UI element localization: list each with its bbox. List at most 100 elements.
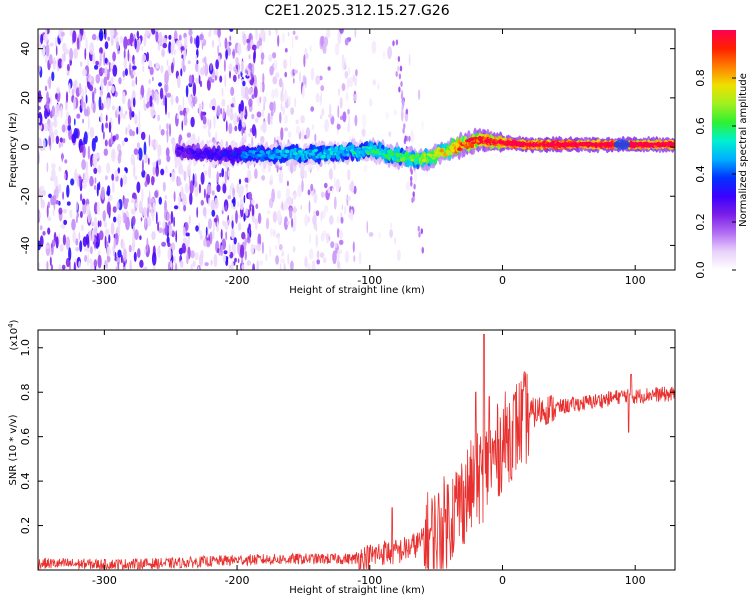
noise-cell <box>217 29 221 38</box>
noise-cell <box>233 112 238 126</box>
noise-cell <box>336 260 340 269</box>
noise-cell <box>190 263 193 270</box>
noise-cell <box>378 231 381 240</box>
noise-cell <box>395 39 399 46</box>
noise-cell <box>51 163 56 169</box>
noise-cell <box>104 235 107 249</box>
noise-cell <box>338 33 340 47</box>
noise-cell <box>71 88 75 96</box>
noise-cell <box>221 99 226 108</box>
noise-cell <box>80 193 83 202</box>
noise-cell <box>65 122 68 134</box>
noise-cell <box>187 60 191 65</box>
noise-cell <box>295 119 299 125</box>
noise-cell <box>78 82 82 96</box>
noise-cell <box>66 63 70 72</box>
noise-cell <box>152 166 156 176</box>
noise-cell <box>170 94 174 106</box>
noise-cell <box>79 61 83 67</box>
noise-cell <box>38 105 41 111</box>
noise-cell <box>157 221 160 232</box>
y-tick-label: -20 <box>19 187 32 205</box>
noise-cell <box>165 102 167 115</box>
noise-cell <box>59 137 63 143</box>
noise-cell <box>43 138 46 151</box>
noise-cell <box>106 102 109 108</box>
noise-cell <box>229 185 232 199</box>
noise-cell <box>122 174 128 185</box>
noise-cell <box>113 238 117 249</box>
noise-cell <box>328 236 331 241</box>
noise-cell <box>300 205 303 210</box>
snr-y-label: SNR (10 * v/v) <box>8 414 19 485</box>
y-tick-label: 0.6 <box>19 428 32 446</box>
noise-cell <box>225 140 228 149</box>
noise-cell <box>281 201 284 210</box>
noise-cell <box>272 76 278 85</box>
noise-cell <box>188 214 192 225</box>
noise-cell <box>290 107 295 115</box>
ridge-cell <box>339 150 344 154</box>
noise-cell <box>170 41 174 56</box>
noise-cell <box>60 31 65 37</box>
noise-cell <box>110 76 114 85</box>
noise-cell <box>168 34 172 40</box>
noise-cell <box>260 29 265 41</box>
noise-cell <box>189 180 194 194</box>
noise-cell <box>144 248 147 255</box>
noise-cell <box>104 259 107 269</box>
noise-cell <box>221 205 225 212</box>
noise-cell <box>90 102 94 110</box>
noise-cell <box>266 210 271 215</box>
ridge-cell <box>461 141 467 145</box>
noise-cell <box>108 234 111 244</box>
noise-cell <box>185 232 190 237</box>
noise-cell <box>270 119 273 125</box>
noise-cell <box>190 116 195 128</box>
noise-cell <box>387 46 392 60</box>
noise-cell <box>233 237 237 245</box>
noise-cell <box>300 115 305 124</box>
noise-cell <box>87 247 90 253</box>
noise-cell <box>185 85 189 98</box>
noise-cell <box>217 248 220 253</box>
noise-cell <box>254 168 258 180</box>
noise-cell <box>62 42 67 53</box>
noise-cell <box>200 111 204 121</box>
noise-cell <box>236 184 240 194</box>
noise-cell <box>302 85 305 99</box>
noise-cell <box>223 59 226 72</box>
noise-cell <box>262 108 264 118</box>
noise-cell <box>171 171 176 183</box>
ridge-cell <box>202 152 207 156</box>
noise-cell <box>202 206 207 217</box>
y-tick-label: 40 <box>19 42 32 56</box>
snr-panel: -300 -200 -100 0 100 0.2 0.4 0.6 0.8 1.0 Height … <box>7 319 676 596</box>
noise-cell <box>125 110 128 115</box>
noise-cell <box>88 76 92 83</box>
noise-cell <box>188 95 192 104</box>
noise-cell <box>228 63 233 72</box>
noise-cell <box>284 127 288 132</box>
noise-cell <box>209 29 212 36</box>
ridge-cell <box>258 154 263 157</box>
noise-cell <box>66 201 71 206</box>
noise-cell <box>273 59 278 71</box>
y-tick-label: 1.0 <box>19 339 32 357</box>
noise-cell <box>94 265 97 270</box>
noise-cell <box>220 244 224 257</box>
noise-cell <box>50 242 53 249</box>
noise-cell <box>150 207 153 217</box>
noise-cell <box>256 94 261 107</box>
noise-cell <box>65 236 71 250</box>
noise-cell <box>89 175 94 187</box>
noise-cell <box>75 168 77 178</box>
noise-cell <box>268 245 272 257</box>
noise-cell <box>277 236 280 245</box>
noise-cell <box>79 174 81 188</box>
noise-cell <box>210 78 215 83</box>
noise-cell <box>46 205 49 218</box>
noise-cell <box>354 76 358 87</box>
noise-cell <box>270 228 273 237</box>
ridge-cell <box>377 151 382 156</box>
